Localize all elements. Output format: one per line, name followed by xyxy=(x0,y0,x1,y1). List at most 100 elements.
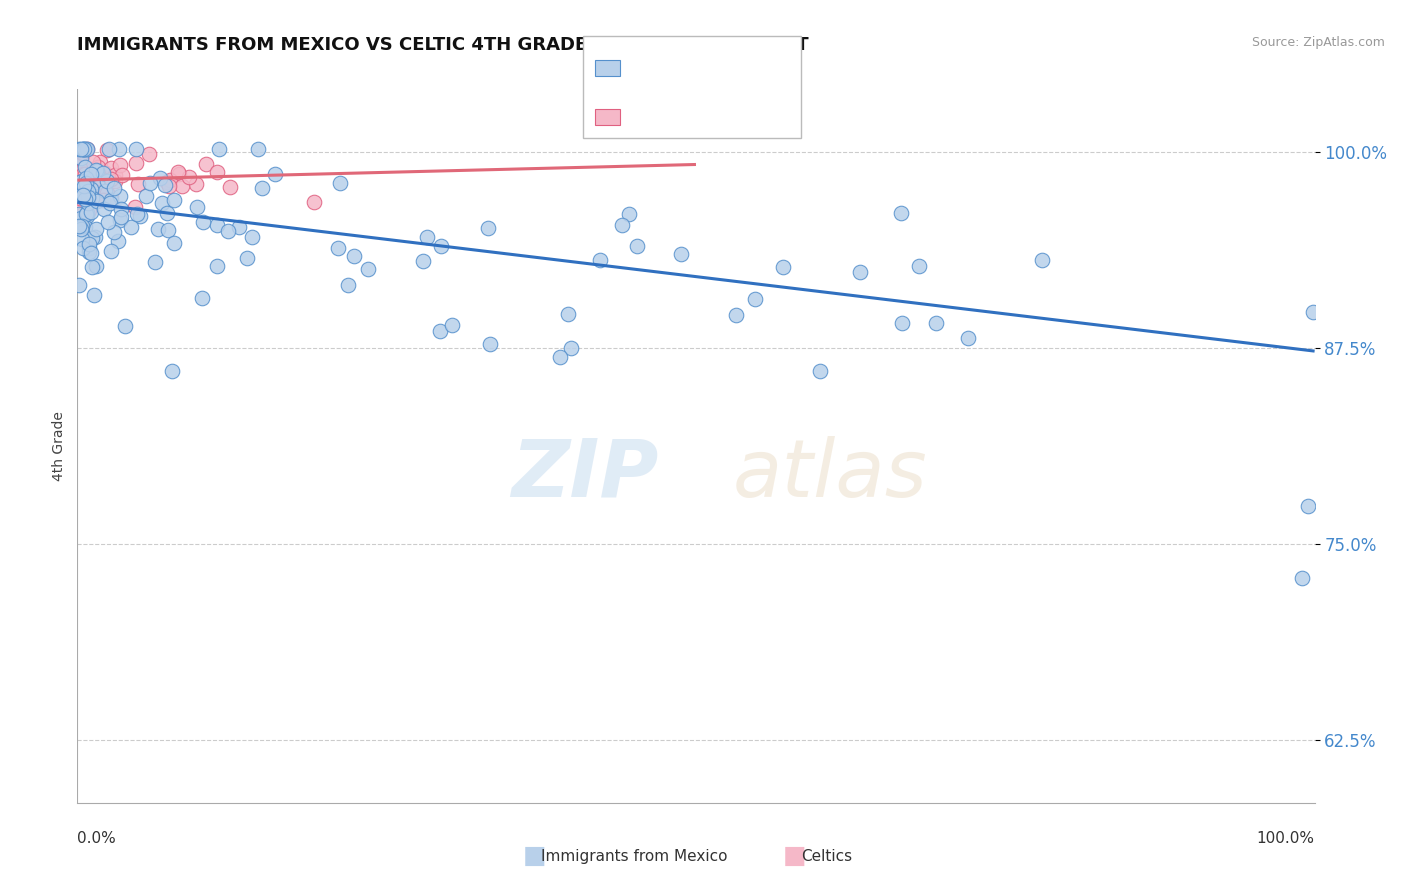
Point xyxy=(97,142,120,156)
Point xyxy=(69,201,91,215)
Text: Immigrants from Mexico: Immigrants from Mexico xyxy=(541,849,728,863)
Point xyxy=(84,259,107,273)
Point xyxy=(891,316,914,330)
Point xyxy=(69,164,91,178)
Point xyxy=(69,175,91,189)
Point xyxy=(76,142,98,156)
Point xyxy=(98,195,121,210)
Point xyxy=(207,164,229,178)
Point xyxy=(67,207,90,221)
Point xyxy=(626,239,648,253)
Point xyxy=(1291,571,1313,585)
Point xyxy=(96,143,118,157)
Point xyxy=(195,156,218,170)
Point xyxy=(890,206,912,220)
Text: N =: N = xyxy=(725,107,762,125)
Point xyxy=(75,165,97,179)
Point xyxy=(744,293,766,307)
Point xyxy=(1298,499,1320,513)
Point xyxy=(157,178,180,193)
Point xyxy=(108,142,131,156)
Point xyxy=(79,188,101,202)
Point xyxy=(107,234,129,248)
Point xyxy=(75,169,97,184)
Point xyxy=(69,188,91,202)
Point xyxy=(80,182,103,196)
Point xyxy=(82,191,104,205)
Point xyxy=(76,173,98,187)
Point xyxy=(82,230,104,244)
Point xyxy=(77,195,100,210)
Point xyxy=(83,162,105,177)
Point xyxy=(67,277,90,292)
Point xyxy=(69,202,91,217)
Point xyxy=(86,179,108,194)
Point xyxy=(160,364,183,378)
Point xyxy=(67,219,90,234)
Point xyxy=(149,171,172,186)
Point xyxy=(146,222,169,236)
Point xyxy=(429,238,451,252)
Point xyxy=(73,185,96,199)
Point xyxy=(77,184,100,198)
Point xyxy=(94,184,117,198)
Point xyxy=(72,162,94,177)
Point xyxy=(77,202,100,217)
Point xyxy=(69,222,91,236)
Point xyxy=(96,173,118,187)
Point xyxy=(76,209,98,223)
Point xyxy=(328,241,350,255)
Point xyxy=(77,236,100,251)
Point xyxy=(124,200,146,214)
Y-axis label: 4th Grade: 4th Grade xyxy=(52,411,66,481)
Point xyxy=(66,152,89,166)
Point xyxy=(76,190,98,204)
Point xyxy=(560,341,582,355)
Point xyxy=(67,142,90,156)
Point xyxy=(80,176,103,190)
Point xyxy=(135,189,157,203)
Point xyxy=(412,253,434,268)
Point xyxy=(429,325,451,339)
Point xyxy=(94,180,117,194)
Point xyxy=(156,206,179,220)
Point xyxy=(80,260,103,274)
Point xyxy=(617,207,640,221)
Point xyxy=(76,188,98,202)
Point xyxy=(72,142,94,156)
Point xyxy=(139,177,162,191)
Point xyxy=(808,364,831,378)
Point xyxy=(76,206,98,220)
Point xyxy=(114,319,136,334)
Point xyxy=(84,230,107,244)
Text: Celtics: Celtics xyxy=(801,849,852,863)
Point xyxy=(91,166,114,180)
Point xyxy=(72,167,94,181)
Point xyxy=(73,220,96,235)
Point xyxy=(172,178,194,193)
Point xyxy=(72,188,94,202)
Point xyxy=(72,190,94,204)
Point xyxy=(70,208,93,222)
Point xyxy=(86,175,108,189)
Point xyxy=(70,189,93,203)
Point xyxy=(205,219,228,233)
Point xyxy=(191,291,214,305)
Point xyxy=(343,250,366,264)
Point xyxy=(91,178,114,193)
Point xyxy=(72,176,94,190)
Point xyxy=(70,162,93,177)
Point xyxy=(75,181,97,195)
Point xyxy=(304,194,326,209)
Point xyxy=(87,179,110,194)
Point xyxy=(77,179,100,194)
Point xyxy=(129,210,152,224)
Point xyxy=(143,254,166,268)
Text: atlas: atlas xyxy=(733,435,928,514)
Point xyxy=(86,194,108,208)
Point xyxy=(73,177,96,191)
Point xyxy=(103,181,125,195)
Point xyxy=(1302,305,1324,319)
Point xyxy=(772,260,794,274)
Point xyxy=(86,164,108,178)
